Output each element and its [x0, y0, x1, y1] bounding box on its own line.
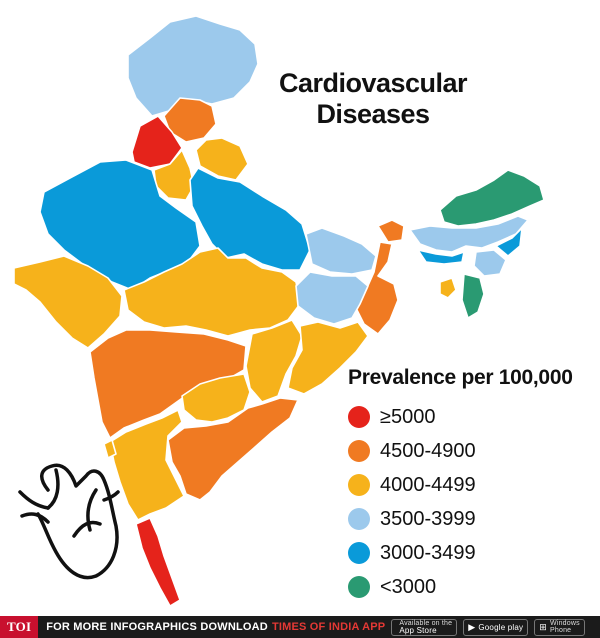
- region-meghalaya: [417, 249, 465, 265]
- legend-item: 4000-4499: [348, 468, 598, 502]
- windows-phone-badge[interactable]: ⊞ Windows Phone: [534, 618, 585, 636]
- google-play-label: Google play: [478, 622, 524, 632]
- app-store-badge[interactable]: Available on the App Store: [391, 618, 458, 636]
- app-store-line1: Available on the: [399, 619, 453, 627]
- region-goa: [103, 439, 117, 459]
- windows-line2: Phone: [550, 627, 572, 634]
- legend-item: 4500-4900: [348, 434, 598, 468]
- legend-label: 4500-4900: [380, 439, 476, 462]
- region-andhra-pradesh: [167, 397, 299, 501]
- region-manipur: [473, 249, 507, 277]
- region-gujarat: [13, 255, 123, 349]
- toi-logo: TOI: [0, 616, 39, 638]
- legend-item: <3000: [348, 570, 598, 604]
- legend-swatch: [348, 576, 370, 598]
- region-tripura: [439, 277, 457, 299]
- region-chhattisgarh: [245, 319, 303, 403]
- region-jharkhand: [295, 271, 369, 325]
- region-nagaland: [495, 227, 523, 257]
- windows-line1: Windows: [550, 620, 580, 627]
- legend: Prevalence per 100,000 ≥5000 4500-4900 4…: [348, 366, 598, 604]
- windows-icon: ⊞: [539, 621, 548, 632]
- legend-label: 4000-4499: [380, 473, 476, 496]
- app-store-line2: App Store: [399, 625, 437, 635]
- footer-bar: TOI FOR MORE INFOGRAPHICS DOWNLOAD TIMES…: [0, 616, 600, 638]
- legend-swatch: [348, 508, 370, 530]
- heart-icon: [18, 463, 120, 580]
- india-map: [0, 0, 545, 607]
- legend-swatch: [348, 474, 370, 496]
- region-odisha: [287, 321, 369, 395]
- region-arunachal-pradesh: [439, 169, 545, 227]
- region-bihar: [305, 227, 377, 275]
- region-kerala: [135, 517, 181, 607]
- region-uttar-pradesh: [189, 167, 311, 271]
- legend-swatch: [348, 542, 370, 564]
- legend-swatch: [348, 440, 370, 462]
- region-mizoram: [461, 273, 485, 319]
- title-line-2: Diseases: [316, 99, 430, 129]
- region-sikkim: [377, 219, 405, 243]
- legend-label: 3000-3499: [380, 541, 476, 564]
- region-karnataka: [109, 409, 185, 521]
- region-punjab: [131, 115, 183, 169]
- title-line-1: Cardiovascular: [278, 68, 468, 98]
- legend-item: 3500-3999: [348, 502, 598, 536]
- legend-title: Prevalence per 100,000: [348, 366, 573, 389]
- footer-brand[interactable]: TIMES OF INDIA APP: [271, 621, 386, 633]
- map-title: Cardiovascular Diseases: [268, 68, 478, 130]
- legend-item: ≥5000: [348, 400, 598, 434]
- legend-label: <3000: [380, 575, 437, 598]
- region-himachal-pradesh: [163, 97, 217, 143]
- legend-label: ≥5000: [380, 405, 436, 428]
- google-play-badge[interactable]: ▶ Google play: [463, 618, 529, 636]
- play-icon: ▶: [468, 621, 476, 632]
- region-uttarakhand: [195, 137, 249, 181]
- legend-items: ≥5000 4500-4900 4000-4499 3500-3999 3000…: [348, 400, 598, 604]
- region-jammu-kashmir: [127, 15, 259, 117]
- footer-text: FOR MORE INFOGRAPHICS DOWNLOAD: [46, 621, 268, 633]
- legend-label: 3500-3999: [380, 507, 476, 530]
- legend-swatch: [348, 406, 370, 428]
- legend-item: 3000-3499: [348, 536, 598, 570]
